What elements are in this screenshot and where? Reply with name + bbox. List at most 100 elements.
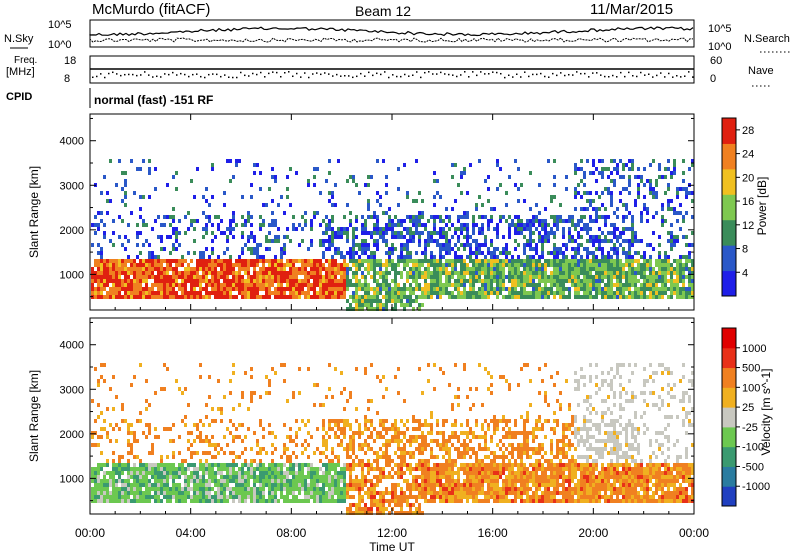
nave-dot	[672, 76, 674, 78]
heatmap-cell	[361, 475, 364, 479]
heatmap-cell	[109, 499, 112, 503]
heatmap-cell	[151, 447, 154, 451]
heatmap-cell	[175, 291, 178, 295]
heatmap-cell	[181, 467, 184, 471]
heatmap-cell	[592, 267, 595, 271]
heatmap-cell	[637, 191, 640, 195]
heatmap-cell	[544, 275, 547, 279]
heatmap-cell	[238, 287, 241, 291]
heatmap-cell	[226, 295, 229, 299]
heatmap-cell	[211, 487, 214, 491]
heatmap-cell	[319, 475, 322, 479]
heatmap-cell	[397, 291, 400, 295]
heatmap-cell	[172, 439, 175, 443]
heatmap-cell	[436, 463, 439, 467]
heatmap-cell	[571, 235, 574, 239]
heatmap-cell	[637, 287, 640, 291]
heatmap-cell	[433, 259, 436, 263]
heatmap-cell	[343, 475, 346, 479]
heatmap-cell	[670, 243, 673, 247]
heatmap-cell	[265, 287, 268, 291]
nave-dot	[680, 76, 682, 78]
heatmap-cell	[283, 287, 286, 291]
heatmap-cell	[295, 287, 298, 291]
heatmap-cell	[379, 423, 382, 427]
heatmap-cell	[313, 295, 316, 299]
heatmap-cell	[685, 187, 688, 191]
heatmap-cell	[361, 295, 364, 299]
heatmap-cell	[229, 279, 232, 283]
heatmap-cell	[187, 403, 190, 407]
heatmap-cell	[295, 435, 298, 439]
heatmap-cell	[322, 499, 325, 503]
heatmap-cell	[385, 307, 388, 311]
heatmap-cell	[118, 479, 121, 483]
heatmap-cell	[637, 259, 640, 263]
heatmap-cell	[367, 215, 370, 219]
heatmap-cell	[178, 283, 181, 287]
station-title: McMurdo (fitACF)	[92, 1, 210, 18]
heatmap-cell	[370, 259, 373, 263]
heatmap-cell	[616, 255, 619, 259]
heatmap-cell	[235, 483, 238, 487]
heatmap-cell	[670, 267, 673, 271]
heatmap-cell	[394, 247, 397, 251]
heatmap-cell	[406, 467, 409, 471]
heatmap-cell	[136, 483, 139, 487]
heatmap-cell	[391, 291, 394, 295]
heatmap-cell	[457, 295, 460, 299]
heatmap-cell	[301, 419, 304, 423]
heatmap-cell	[238, 471, 241, 475]
heatmap-cell	[586, 259, 589, 263]
heatmap-cell	[253, 295, 256, 299]
heatmap-cell	[133, 375, 136, 379]
heatmap-cell	[679, 227, 682, 231]
heatmap-cell	[175, 235, 178, 239]
heatmap-cell	[598, 259, 601, 263]
heatmap-cell	[508, 259, 511, 263]
heatmap-cell	[418, 215, 421, 219]
heatmap-cell	[595, 167, 598, 171]
heatmap-cell	[310, 463, 313, 467]
heatmap-cell	[532, 275, 535, 279]
heatmap-cell	[652, 191, 655, 195]
heatmap-cell	[613, 251, 616, 255]
heatmap-cell	[148, 463, 151, 467]
heatmap-cell	[373, 299, 376, 303]
heatmap-cell	[238, 291, 241, 295]
heatmap-cell	[307, 499, 310, 503]
heatmap-cell	[244, 271, 247, 275]
heatmap-cell	[355, 267, 358, 271]
heatmap-cell	[559, 287, 562, 291]
heatmap-cell	[523, 291, 526, 295]
heatmap-cell	[466, 227, 469, 231]
heatmap-cell	[400, 499, 403, 503]
nave-dot	[668, 72, 670, 75]
heatmap-cell	[133, 431, 136, 435]
heatmap-cell	[520, 183, 523, 187]
heatmap-cell	[283, 495, 286, 499]
y-tick-label: 1000	[60, 269, 84, 281]
heatmap-cell	[307, 183, 310, 187]
heatmap-cell	[247, 463, 250, 467]
heatmap-cell	[307, 463, 310, 467]
heatmap-cell	[418, 427, 421, 431]
nave-dot	[480, 71, 482, 73]
heatmap-cell	[640, 267, 643, 271]
heatmap-cell	[676, 275, 679, 279]
heatmap-cell	[334, 259, 337, 263]
heatmap-cell	[628, 251, 631, 255]
heatmap-cell	[367, 427, 370, 431]
colorbar-frame	[721, 117, 737, 297]
heatmap-cell	[460, 267, 463, 271]
nave-dot	[300, 76, 302, 78]
heatmap-cell	[598, 215, 601, 219]
heatmap-cell	[106, 191, 109, 195]
heatmap-cell	[268, 239, 271, 243]
heatmap-cell	[382, 507, 385, 511]
heatmap-cell	[589, 271, 592, 275]
heatmap-cell	[211, 271, 214, 275]
heatmap-cell	[376, 499, 379, 503]
heatmap-cell	[274, 483, 277, 487]
heatmap-cell	[631, 219, 634, 223]
